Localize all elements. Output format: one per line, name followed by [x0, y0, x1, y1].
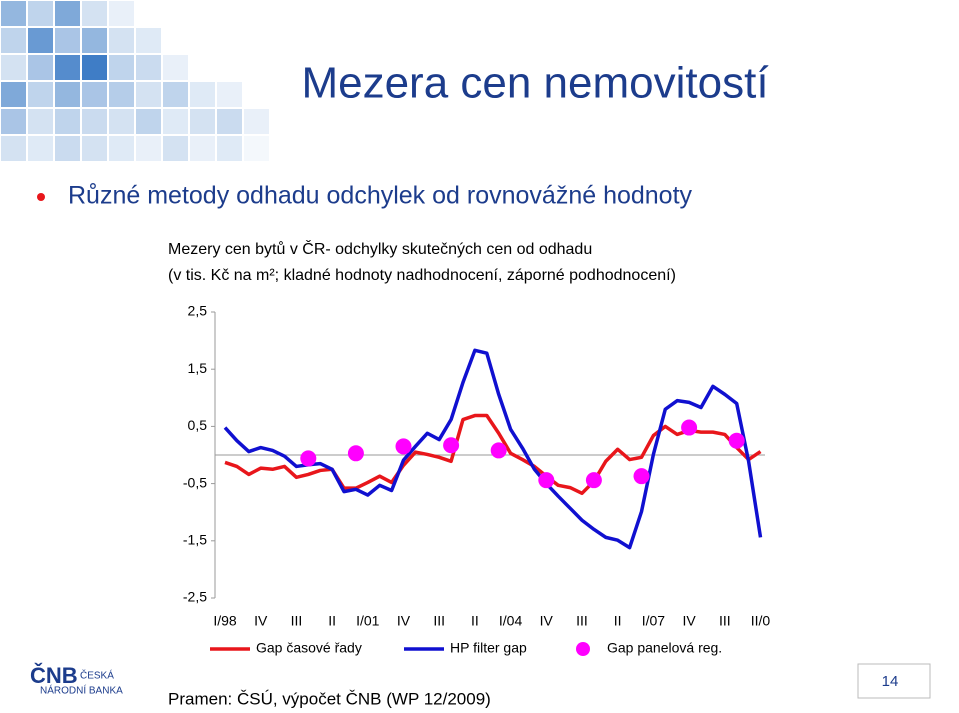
decor-mosaic [1, 1, 269, 161]
decor-tile [244, 136, 269, 161]
x-tick-label: I/07 [642, 613, 666, 629]
decor-tile [55, 28, 80, 53]
decor-tile [1, 28, 26, 53]
decor-tile [217, 136, 242, 161]
decor-tile [82, 109, 107, 134]
x-tick-label: III [576, 613, 588, 629]
marker [633, 468, 650, 485]
decor-tile [55, 109, 80, 134]
decor-tile [190, 136, 215, 161]
page-number-box [857, 663, 931, 699]
decor-tile [136, 136, 161, 161]
source-note: Pramen: ČSÚ, výpočet ČNB (WP 12/2009) [168, 689, 491, 708]
logo-text: NÁRODNÍ BANKA [40, 684, 123, 697]
x-tick-label: III [291, 613, 303, 629]
decor-tile [136, 109, 161, 134]
decor-tile [28, 28, 53, 53]
y-tick-label: 1,5 [188, 360, 208, 376]
line-series [224, 413, 762, 496]
x-tick-label: III [719, 613, 731, 629]
y-tick-label: -2,5 [183, 589, 207, 605]
decor-tile [55, 136, 80, 161]
chart-subtitle: (v tis. Kč na m²; kladné hodnoty nadhodn… [168, 267, 676, 284]
slide-title: Mezera cen nemovitostí [301, 59, 769, 108]
decor-tile [55, 1, 80, 26]
marker [585, 472, 602, 489]
x-tick-label: I/98 [213, 613, 237, 629]
decor-tile [82, 28, 107, 53]
decor-tile [163, 136, 188, 161]
legend-label: Gap panelová reg. [607, 640, 722, 656]
bullet-text: Různé metody odhadu odchylek od rovnováž… [68, 182, 693, 210]
x-tick-label: I/04 [499, 613, 523, 629]
decor-tile [163, 55, 188, 80]
decor-tile [1, 55, 26, 80]
x-tick-label: IV [397, 613, 411, 629]
x-tick-label: II/0 [751, 613, 771, 629]
decor-tile [1, 1, 26, 26]
decor-tile [1, 82, 26, 107]
decor-tile [136, 82, 161, 107]
decor-tile [109, 136, 134, 161]
decor-tile [190, 82, 215, 107]
decor-tile [82, 55, 107, 80]
decor-tile [109, 82, 134, 107]
decor-tile [28, 109, 53, 134]
x-tick-label: IV [254, 613, 268, 629]
decor-tile [28, 1, 53, 26]
decor-tile [163, 82, 188, 107]
chart-title: Mezery cen bytů v ČR- odchylky skutečnýc… [168, 239, 592, 258]
marker [490, 442, 507, 459]
decor-tile [136, 55, 161, 80]
marker [538, 472, 555, 489]
decor-tile [217, 82, 242, 107]
decor-tile [109, 28, 134, 53]
y-tick-label: -1,5 [183, 532, 207, 548]
bullet-dot [37, 193, 45, 201]
decor-tile [109, 55, 134, 80]
x-tick-label: IV [682, 613, 696, 629]
decor-tile [163, 109, 188, 134]
y-tick-label: -0,5 [183, 474, 207, 490]
decor-tile [190, 109, 215, 134]
decor-tile [217, 109, 242, 134]
x-tick-label: II [614, 613, 622, 629]
decor-tile [28, 55, 53, 80]
marker [443, 437, 460, 454]
decor-tile [244, 109, 269, 134]
decor-tile [109, 1, 134, 26]
x-tick-label: II [471, 613, 479, 629]
decor-tile [109, 109, 134, 134]
decor-tile [55, 55, 80, 80]
legend-marker [576, 642, 590, 656]
logo-mark: ČNB [30, 663, 78, 688]
decor-tile [28, 82, 53, 107]
line-series [223, 348, 763, 550]
marker [300, 450, 317, 467]
logo-text: ČESKÁ [80, 669, 114, 682]
legend-label: Gap časové řady [256, 640, 362, 656]
decor-tile [136, 28, 161, 53]
decor-tile [82, 82, 107, 107]
marker [395, 438, 412, 455]
y-tick-label: 2,5 [188, 303, 208, 319]
marker [728, 432, 745, 449]
page-number: 14 [882, 673, 899, 690]
decor-tile [82, 136, 107, 161]
x-tick-label: II [328, 613, 336, 629]
x-tick-label: I/01 [356, 613, 380, 629]
legend-label: HP filter gap [450, 640, 527, 656]
decor-tile [28, 136, 53, 161]
decor-tile [1, 136, 26, 161]
decor-tile [55, 82, 80, 107]
decor-tile [82, 1, 107, 26]
y-tick-label: 0,5 [188, 417, 208, 433]
x-tick-label: III [433, 613, 445, 629]
decor-tile [1, 109, 26, 134]
marker [681, 419, 698, 436]
marker [347, 445, 364, 462]
x-tick-label: IV [540, 613, 554, 629]
